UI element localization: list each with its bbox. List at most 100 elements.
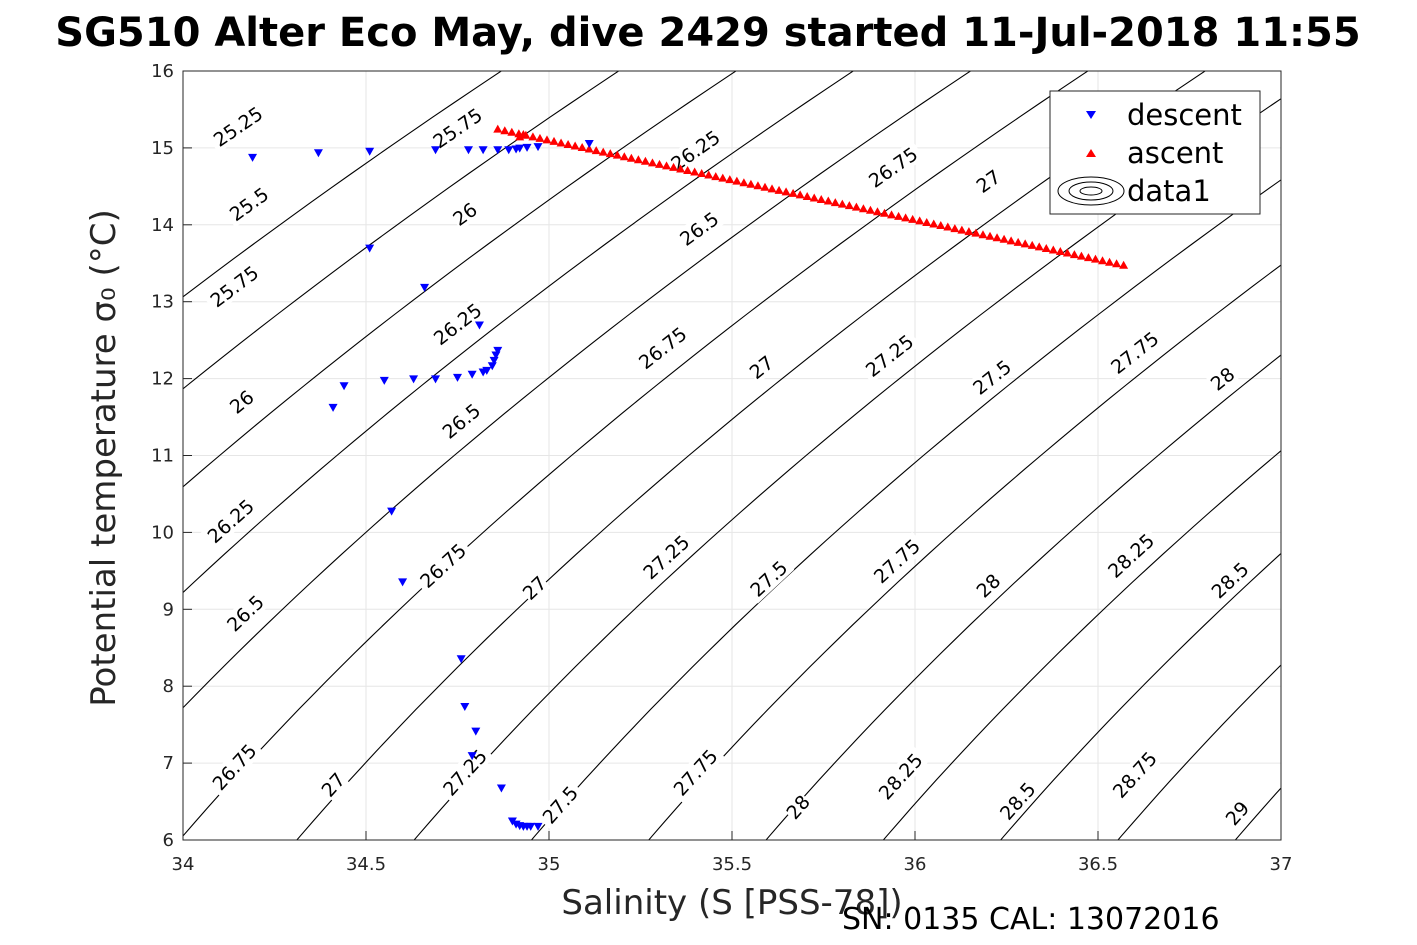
descent-point — [379, 376, 389, 385]
ascent-point — [823, 196, 833, 205]
descent-point — [491, 351, 501, 360]
ascent-point — [619, 152, 629, 161]
ascent-point — [662, 161, 672, 170]
contour-label-halo — [861, 140, 925, 194]
isopycnal-25.25 — [183, 71, 503, 298]
ascent-point — [1069, 250, 1079, 259]
ascent-point — [753, 181, 763, 190]
isopycnal-28 — [882, 450, 1281, 840]
contour-label-halo — [1220, 796, 1254, 830]
ascent-point — [598, 147, 608, 156]
ascent-point — [640, 156, 650, 165]
contour-label-halo — [666, 742, 725, 803]
ascent-point — [1076, 251, 1086, 260]
contour-label-halo — [965, 353, 1019, 402]
legend: descent ascent data1 — [1049, 90, 1261, 215]
ascent-point — [901, 213, 911, 222]
descent-point — [533, 143, 543, 152]
ascent-point — [518, 130, 528, 139]
ascent-point — [493, 124, 503, 133]
contour-label-halo — [672, 205, 726, 253]
y-tick-label: 14 — [151, 215, 174, 236]
x-tick-label: 35.5 — [712, 854, 752, 875]
ascent-point — [612, 150, 622, 159]
y-tick-label: 12 — [151, 369, 174, 390]
legend-data1-contour-icon — [1057, 176, 1125, 206]
contour-label-halo — [1105, 744, 1164, 805]
ascent-point — [507, 127, 517, 136]
ascent-point — [1006, 236, 1016, 245]
descent-point — [467, 370, 477, 379]
ascent-point — [802, 191, 812, 200]
legend-ascent-marker — [1086, 149, 1096, 157]
ascent-point — [633, 155, 643, 164]
ascent-point — [774, 185, 784, 194]
ascent-point — [528, 132, 538, 141]
contour-label-halo — [219, 588, 271, 639]
ascent-point — [781, 187, 791, 196]
ascent-point — [647, 158, 657, 167]
contour-label-halo — [871, 745, 930, 807]
descent-point — [463, 146, 473, 155]
ascent-point — [837, 199, 847, 208]
ascent-point — [816, 195, 826, 204]
descent-point — [467, 752, 477, 761]
descent-point — [365, 244, 375, 253]
ascent-point — [1055, 247, 1065, 256]
descent-point — [496, 784, 506, 793]
ascent-point — [500, 126, 510, 135]
ascent-point — [950, 224, 960, 233]
descent-point — [489, 356, 499, 365]
ascent-point — [556, 138, 566, 147]
descent-point — [365, 147, 375, 156]
contour-label-halo — [425, 101, 490, 155]
contour-label-halo — [535, 778, 585, 831]
contour-label-halo — [202, 258, 266, 314]
x-tick-label: 34.5 — [346, 854, 386, 875]
ascent-point — [978, 230, 988, 239]
ascent-point — [654, 159, 664, 168]
ascent-point — [767, 184, 777, 193]
contour-label-halo — [1100, 526, 1162, 585]
descent-point — [248, 153, 258, 162]
descent-point — [387, 507, 397, 516]
ascent-point — [865, 205, 875, 214]
contour-label-halo — [781, 790, 815, 824]
chart-title: SG510 Alter Eco May, dive 2429 started 1… — [55, 10, 1360, 56]
ascent-point — [844, 201, 854, 210]
ascent-point — [1062, 248, 1072, 257]
ascent-points — [493, 124, 1129, 269]
ascent-point — [549, 136, 559, 145]
descent-point — [474, 321, 484, 330]
legend-data1-label: data1 — [1127, 174, 1211, 208]
ascent-point — [690, 167, 700, 176]
y-tick-label: 16 — [151, 61, 174, 82]
ascent-point — [1027, 240, 1037, 249]
isopycnal-26.5 — [183, 71, 1089, 837]
ascent-point — [739, 178, 749, 187]
contour-label-halo — [1103, 324, 1166, 381]
descent-point — [328, 403, 338, 412]
ascent-point — [697, 169, 707, 178]
contour-label-halo — [206, 99, 270, 153]
y-axis-ticks: 6 7 8 9 10 11 12 13 14 15 16 — [151, 61, 192, 851]
descent-point — [313, 149, 323, 158]
descent-point — [515, 144, 525, 153]
ascent-point — [1119, 260, 1129, 269]
isopycnal-25.5 — [183, 71, 620, 390]
descent-point — [526, 822, 536, 831]
descent-points — [248, 140, 594, 831]
legend-descent-label: descent — [1127, 98, 1242, 132]
contour-label-halo — [426, 296, 489, 352]
ascent-point — [943, 222, 953, 231]
ascent-point — [760, 182, 770, 191]
ascent-point — [957, 225, 967, 234]
contour-label-halo — [971, 164, 1005, 198]
ascent-point — [563, 139, 573, 148]
ascent-point — [669, 162, 679, 171]
ascent-point — [788, 188, 798, 197]
ascent-point — [711, 172, 721, 181]
descent-point — [409, 375, 419, 384]
contour-label-halo — [225, 385, 259, 419]
ascent-point — [880, 208, 890, 217]
